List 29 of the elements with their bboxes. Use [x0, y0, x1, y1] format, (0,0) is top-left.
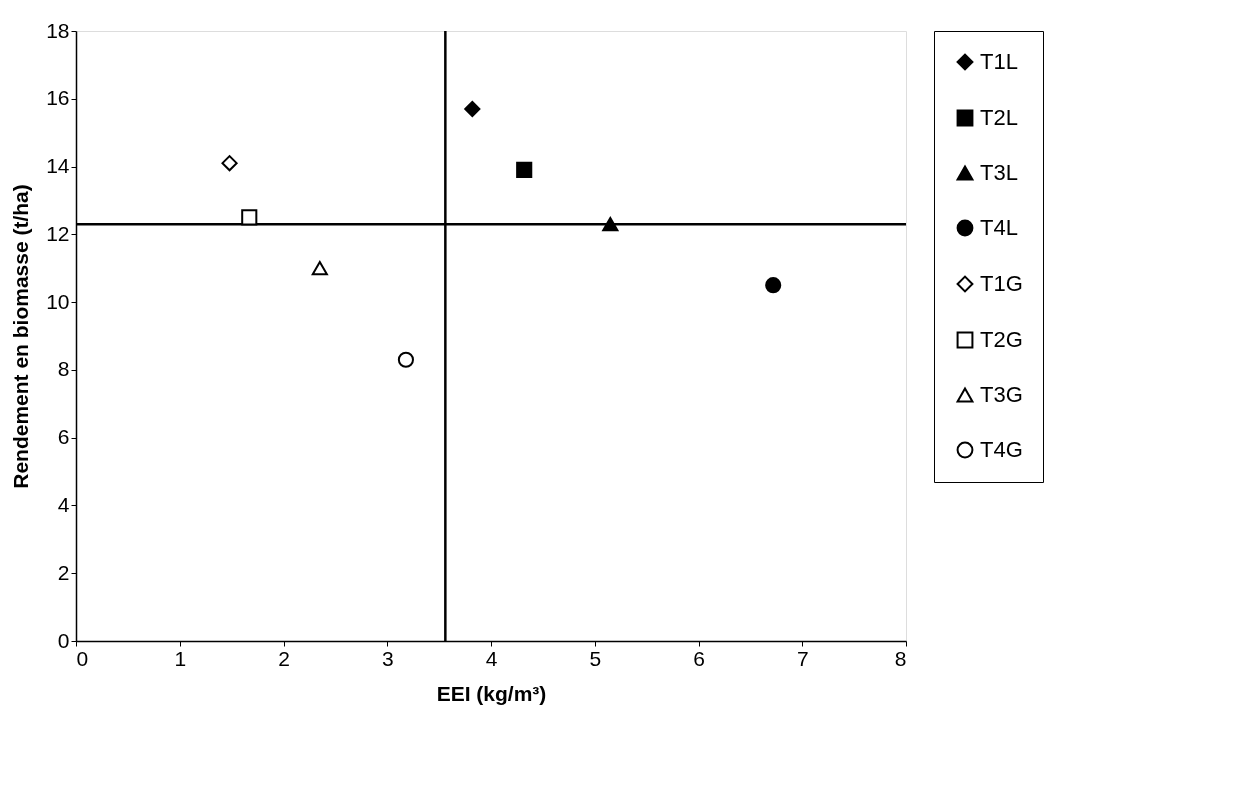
legend-label: T1G — [980, 271, 1023, 296]
y-tick-label: 6 — [57, 425, 70, 449]
x-tick-label: 4 — [485, 646, 498, 670]
x-tick-label: 6 — [693, 646, 705, 670]
x-tick-label: 5 — [589, 646, 602, 670]
legend-label: T4G — [980, 437, 1023, 462]
y-tick-label: 10 — [46, 289, 70, 313]
legend-label: T1L — [980, 49, 1018, 74]
x-axis-title: EEI (kg/m³) — [436, 681, 547, 705]
legend-label: T2G — [980, 327, 1023, 352]
y-tick-label: 2 — [57, 560, 70, 584]
y-tick-label: 16 — [46, 86, 70, 110]
x-tick-label: 0 — [76, 646, 89, 670]
y-tick-label: 8 — [57, 357, 70, 381]
legend-label: T3G — [980, 382, 1023, 407]
x-tick-label: 1 — [174, 646, 187, 670]
legend-label: T2L — [980, 105, 1018, 130]
legend-label: T3L — [980, 160, 1018, 185]
x-tick-label: 8 — [894, 646, 907, 670]
y-tick-label: 12 — [46, 221, 70, 245]
x-tick-label: 7 — [796, 646, 809, 670]
y-tick-label: 18 — [46, 18, 70, 42]
x-tick-label: 3 — [381, 646, 394, 670]
x-tick-label: 2 — [278, 646, 290, 670]
y-axis-title: Rendement en biomasse (t/ha) — [9, 184, 33, 489]
y-tick-label: 0 — [57, 628, 70, 652]
legend-label: T4L — [980, 215, 1018, 240]
y-tick-label: 4 — [57, 492, 70, 516]
y-tick-label: 14 — [46, 154, 70, 178]
